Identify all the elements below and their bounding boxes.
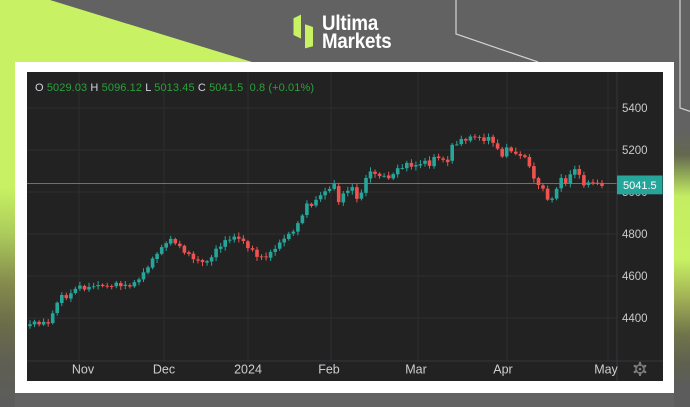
svg-text:5041.5: 5041.5: [623, 180, 657, 192]
svg-text:May: May: [594, 363, 618, 377]
svg-text:Apr: Apr: [493, 363, 512, 377]
svg-text:5400: 5400: [622, 103, 648, 115]
svg-text:4800: 4800: [622, 229, 648, 241]
svg-text:2024: 2024: [234, 363, 262, 377]
svg-text:Dec: Dec: [153, 363, 175, 377]
svg-text:5200: 5200: [622, 145, 648, 157]
svg-text:Nov: Nov: [72, 363, 95, 377]
svg-text:4600: 4600: [622, 271, 648, 283]
svg-text:Feb: Feb: [318, 363, 340, 377]
svg-text:Mar: Mar: [405, 363, 427, 377]
svg-text:4400: 4400: [622, 313, 648, 325]
